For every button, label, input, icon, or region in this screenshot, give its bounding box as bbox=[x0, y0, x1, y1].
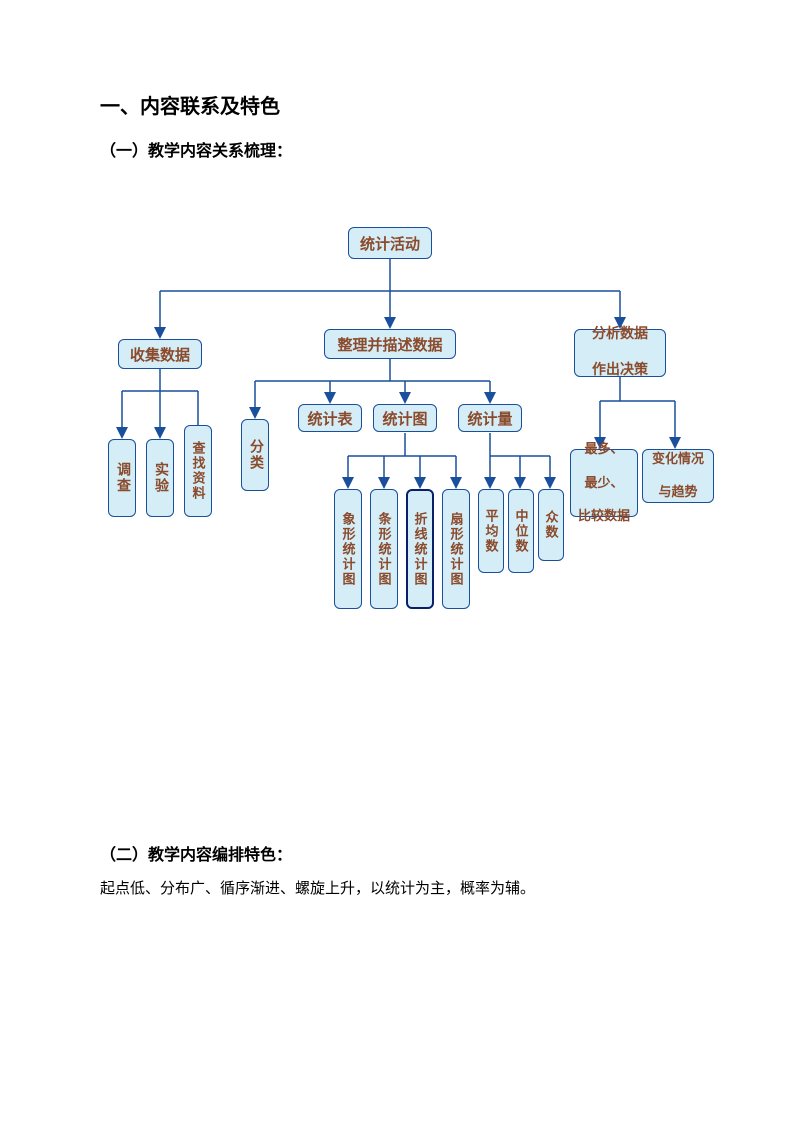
node-lookup: 查找资料 bbox=[184, 425, 212, 517]
node-bar-chart: 条形统计图 bbox=[370, 489, 398, 609]
l1: 最多、 bbox=[578, 441, 630, 458]
label-l1: 分析数据 bbox=[592, 326, 648, 344]
node-median: 中位数 bbox=[508, 489, 534, 573]
label: 统计量 bbox=[467, 408, 512, 429]
node-stat-table: 统计表 bbox=[298, 404, 362, 432]
section2-title: （二）教学内容编排特色： bbox=[100, 841, 740, 865]
node-mode: 众数 bbox=[538, 489, 564, 561]
label: 扇形统计图 bbox=[447, 512, 466, 587]
node-pie-chart: 扇形统计图 bbox=[442, 489, 470, 609]
node-line-chart: 折线统计图 bbox=[406, 489, 434, 609]
node-compare: 最多、 最少、 比较数据 bbox=[570, 449, 638, 517]
label: 中位数 bbox=[512, 509, 531, 554]
label-l2: 作出决策 bbox=[592, 362, 648, 380]
node-survey: 调查 bbox=[108, 439, 136, 517]
label: 象形统计图 bbox=[339, 512, 358, 587]
label: 调查 bbox=[112, 462, 132, 494]
label: 实验 bbox=[150, 462, 170, 494]
node-mean: 平均数 bbox=[478, 489, 504, 573]
node-collect: 收集数据 bbox=[118, 339, 202, 369]
node-stat-measure: 统计量 bbox=[458, 404, 522, 432]
section1-title: （一）教学内容关系梳理： bbox=[100, 137, 740, 161]
node-trend: 变化情况 与趋势 bbox=[642, 449, 714, 503]
l2: 最少、 bbox=[578, 475, 630, 492]
label: 整理并描述数据 bbox=[337, 334, 442, 355]
section2-body: 起点低、分布广、循序渐进、螺旋上升，以统计为主，概率为辅。 bbox=[100, 877, 740, 901]
l3: 比较数据 bbox=[578, 508, 630, 525]
node-stat-chart: 统计图 bbox=[373, 404, 437, 432]
label: 统计表 bbox=[307, 408, 352, 429]
label: 条形统计图 bbox=[375, 512, 394, 587]
label: 平均数 bbox=[482, 509, 501, 554]
hierarchy-diagram: 统计活动 收集数据 整理并描述数据 分析数据 作出决策 调查 实验 查找资料 分… bbox=[80, 221, 720, 761]
node-pictogram: 象形统计图 bbox=[334, 489, 362, 609]
node-organize: 整理并描述数据 bbox=[324, 329, 456, 359]
node-experiment: 实验 bbox=[146, 439, 174, 517]
l1: 变化情况 bbox=[652, 451, 704, 468]
label: 众数 bbox=[542, 510, 561, 540]
label: 折线统计图 bbox=[411, 512, 430, 587]
l2: 与趋势 bbox=[652, 484, 704, 501]
label: 收集数据 bbox=[130, 344, 190, 365]
node-classify: 分类 bbox=[241, 419, 269, 491]
node-root: 统计活动 bbox=[348, 227, 432, 259]
label: 分类 bbox=[245, 439, 265, 471]
node-root-label: 统计活动 bbox=[360, 233, 420, 254]
label: 统计图 bbox=[382, 408, 427, 429]
node-analyze: 分析数据 作出决策 bbox=[574, 329, 666, 377]
page-title: 一、内容联系及特色 bbox=[100, 90, 740, 119]
label: 查找资料 bbox=[189, 441, 208, 501]
